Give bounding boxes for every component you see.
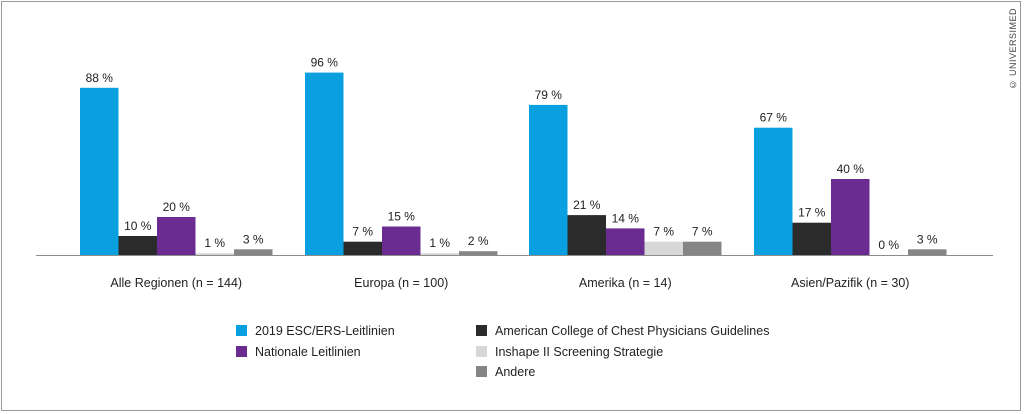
bar-1-1 — [80, 87, 119, 255]
bar-3-4 — [644, 241, 683, 255]
legend-label: 2019 ESC/ERS-Leitlinien — [255, 324, 395, 338]
bar-value-label: 67 % — [760, 111, 788, 125]
bar-2-2 — [343, 241, 382, 255]
legend-label: Nationale Leitlinien — [255, 345, 361, 359]
legend-label: American College of Chest Physicians Gui… — [495, 324, 769, 338]
bar-1-5 — [234, 249, 273, 255]
category-label: Asien/Pazifik (n = 30) — [791, 276, 909, 290]
bar-value-label: 15 % — [388, 210, 416, 224]
bar-value-label: 3 % — [243, 232, 264, 246]
legend-swatch — [476, 366, 487, 377]
bar-value-label: 3 % — [917, 232, 938, 246]
category-label: Amerika (n = 14) — [579, 276, 672, 290]
bar-value-label: 1 % — [204, 236, 225, 250]
category-label: Alle Regionen (n = 144) — [110, 276, 242, 290]
bar-4-1 — [754, 127, 793, 255]
legend-swatch — [236, 325, 247, 336]
legend-label: Inshape II Screening Strategie — [495, 345, 663, 359]
bar-4-5 — [908, 249, 947, 255]
bar-3-1 — [529, 104, 568, 256]
legend-label: Andere — [495, 365, 535, 379]
legend-swatch — [476, 346, 487, 357]
bar-2-5 — [459, 251, 498, 255]
bar-value-label: 1 % — [429, 236, 450, 250]
bar-1-2 — [118, 236, 157, 255]
bar-value-label: 2 % — [468, 234, 489, 248]
bar-4-3 — [831, 179, 870, 255]
bar-value-label: 7 % — [352, 225, 373, 239]
bar-1-4 — [195, 253, 234, 255]
bar-value-label: 96 % — [311, 56, 339, 70]
bar-3-5 — [683, 241, 722, 255]
bar-value-label: 10 % — [124, 219, 152, 233]
bar-value-label: 40 % — [837, 162, 865, 176]
legend-swatch — [236, 346, 247, 357]
bar-value-label: 79 % — [535, 88, 563, 102]
bar-value-label: 21 % — [573, 198, 601, 212]
bar-value-label: 88 % — [86, 71, 114, 85]
bar-value-label: 0 % — [878, 238, 899, 252]
bar-1-3 — [157, 217, 196, 255]
bar-3-2 — [567, 215, 606, 255]
legend-swatch — [476, 325, 487, 336]
category-label: Europa (n = 100) — [354, 276, 448, 290]
bar-value-label: 20 % — [163, 200, 191, 214]
bar-value-label: 7 % — [692, 225, 713, 239]
bar-value-label: 17 % — [798, 206, 826, 220]
bar-2-3 — [382, 226, 421, 255]
bar-3-3 — [606, 228, 645, 255]
bar-2-4 — [420, 253, 459, 255]
copyright-notice: © UNIVERSIMED — [1008, 8, 1018, 90]
bar-value-label: 7 % — [653, 225, 674, 239]
bar-2-1 — [305, 72, 344, 255]
bar-4-2 — [792, 222, 831, 255]
bar-value-label: 14 % — [612, 211, 640, 225]
